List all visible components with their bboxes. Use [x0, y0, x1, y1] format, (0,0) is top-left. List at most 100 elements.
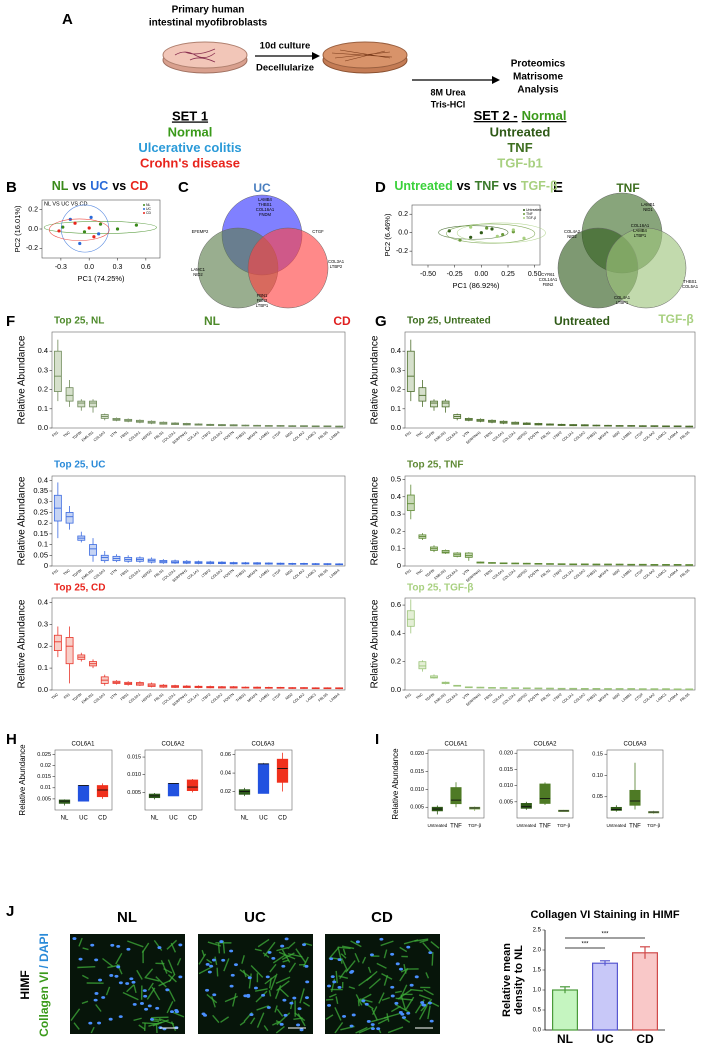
collagen-fiber	[337, 946, 351, 950]
collagen-fiber	[348, 986, 356, 990]
legend-label: TGF-β	[526, 216, 536, 220]
collagen-fiber	[147, 982, 154, 991]
venn-gene: NID2	[567, 234, 577, 239]
collagen-fiber	[395, 990, 402, 994]
box	[58, 799, 71, 804]
x-tick-label: COL6A2	[573, 568, 586, 580]
venn-label: CD	[333, 314, 351, 328]
nucleus	[253, 986, 258, 990]
nucleus	[400, 1012, 405, 1016]
x-tick-label: Untreated	[516, 823, 536, 828]
workflow-step: 8M Urea	[430, 87, 466, 97]
point	[485, 226, 489, 230]
x-tick-label: COL6A2	[210, 692, 223, 704]
arrow-head	[312, 52, 320, 60]
y-tick-label: 0.0	[38, 685, 48, 694]
collagen-fiber	[430, 941, 440, 949]
workflow-result: Matrisome	[513, 72, 563, 83]
collagen-fiber	[115, 952, 123, 965]
plot-frame	[234, 749, 293, 811]
x-tick-label: 0.00	[475, 271, 489, 278]
plot-frame	[606, 749, 664, 819]
nucleus	[267, 951, 272, 954]
collagen-fiber	[216, 967, 219, 977]
y-tick-label: 0.4	[391, 492, 401, 501]
chart-title: Top 25, NL	[54, 316, 104, 327]
x-tick-label: LAMC1	[305, 430, 317, 441]
x-tick-label: TGF-β	[647, 823, 660, 828]
point	[447, 229, 451, 233]
chart-title: COL6A2	[161, 742, 185, 748]
box	[96, 785, 109, 798]
collagen-fiber	[358, 1025, 374, 1034]
collagen-fiber	[381, 972, 393, 980]
chart-title: Top 25, UC	[54, 460, 105, 471]
venn-gene: COL4A1	[614, 295, 631, 300]
workflow-step: 10d culture	[260, 41, 311, 52]
x-tick-label: LAMC1	[656, 430, 668, 441]
x-tick-label: EMILIN1	[434, 568, 447, 580]
plot-frame	[516, 749, 574, 819]
x-tick-label: NL	[557, 1032, 573, 1046]
nucleus	[281, 964, 286, 968]
collagen-fiber	[160, 959, 168, 974]
x-tick-label: COL6A1	[492, 692, 505, 704]
x-tick-label: COL12A1	[502, 568, 517, 581]
y-tick-label: 0.0	[391, 685, 401, 694]
x-tick-label: THBS1	[235, 430, 246, 441]
x-tick-label: POSTN	[223, 568, 235, 579]
venn-gene: FBN2	[543, 282, 554, 287]
x-tick-label: FN1	[51, 430, 59, 437]
point	[89, 215, 93, 219]
nucleus	[282, 998, 287, 1002]
point	[522, 236, 526, 240]
nucleus	[406, 945, 411, 949]
panel-label: C	[178, 179, 189, 196]
box	[53, 350, 62, 392]
nucleus	[414, 975, 419, 979]
nucleus	[78, 957, 83, 961]
title-part: TGF-β	[521, 179, 558, 193]
y-tick-label: 0.3	[391, 365, 401, 374]
y-tick-label: 0.0	[391, 423, 401, 432]
nucleus	[72, 937, 77, 940]
x-tick-label: CTGF	[634, 692, 645, 702]
box	[186, 779, 199, 791]
x-tick-label: LAMB1	[621, 430, 633, 441]
box	[406, 350, 415, 392]
nucleus	[265, 975, 270, 979]
venn-gene: FBN2	[257, 298, 268, 303]
nucleus	[292, 996, 297, 1000]
x-tick-label: LAMC1	[656, 568, 668, 579]
x-tick-label: -0.3	[55, 264, 67, 271]
box	[539, 783, 551, 804]
panel-label: J	[6, 903, 14, 920]
collagen-fiber	[223, 958, 230, 972]
y-axis-label: Relative Abundance	[17, 599, 28, 688]
title-part: NL	[52, 179, 69, 193]
x-tick-label: TGFBI	[72, 568, 83, 578]
collagen-fiber	[105, 986, 111, 996]
box	[418, 661, 427, 670]
confidence-ellipse	[438, 225, 509, 240]
x-tick-label: FBN1	[120, 430, 130, 439]
collagen-fiber	[387, 1026, 404, 1034]
set-group: Ulcerative colitis	[138, 140, 241, 155]
x-tick-label: FBLN5	[679, 568, 690, 578]
point	[61, 225, 65, 229]
nucleus	[428, 951, 433, 955]
point	[495, 234, 499, 238]
x-tick-label: FBLN5	[318, 692, 329, 702]
x-tick-label: TNF	[539, 824, 551, 830]
legend-swatch	[143, 204, 145, 206]
box	[610, 806, 622, 811]
y-tick-label: 0.1	[38, 404, 48, 413]
x-tick-label: MFAP4	[247, 692, 259, 703]
plot-frame	[51, 331, 346, 429]
nucleus	[219, 940, 224, 943]
panel-label: D	[375, 179, 386, 196]
y-tick-label: 0.10	[592, 773, 603, 779]
chart-title: Collagen VI Staining in HIMF	[530, 909, 679, 921]
nucleus	[178, 943, 183, 947]
x-tick-label: COL4A2	[643, 692, 656, 704]
